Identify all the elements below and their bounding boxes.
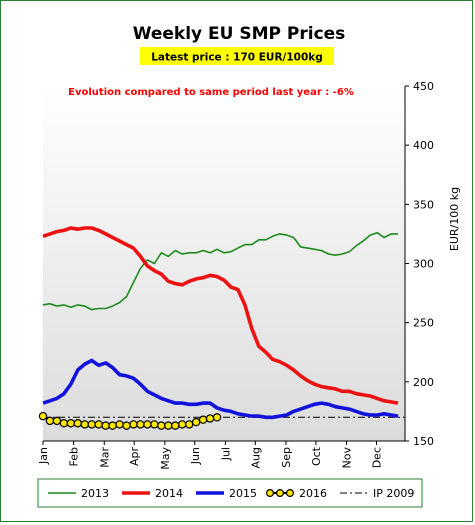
x-tick-label: Mar xyxy=(98,447,111,468)
x-tick-label: Sep xyxy=(280,447,293,468)
legend-label: 2016 xyxy=(299,487,327,500)
series-point-2016 xyxy=(94,420,103,429)
series-point-2016 xyxy=(150,420,159,429)
x-tick-label: Apr xyxy=(128,447,141,467)
y-tick-label: 450 xyxy=(413,80,434,93)
y-tick-label: 400 xyxy=(413,139,434,152)
y-tick-label: 150 xyxy=(413,435,434,448)
legend: 2013 2014 2015 2016 IP 2009 xyxy=(48,487,414,500)
series-point-2016 xyxy=(129,420,138,429)
series-point-2016 xyxy=(136,420,145,429)
legend-marker xyxy=(266,489,275,498)
series-point-2016 xyxy=(45,416,55,426)
series-point-2016 xyxy=(178,420,187,429)
series-point-2016 xyxy=(38,411,48,421)
latest-price-highlight xyxy=(140,47,334,65)
plot-area xyxy=(43,86,405,441)
x-tick-label: Oct xyxy=(310,446,323,466)
x-tick-label: Jul xyxy=(219,447,232,461)
series-point-2016 xyxy=(108,421,117,430)
series-point-2016 xyxy=(191,417,201,427)
series-point-2016 xyxy=(143,420,152,429)
x-tick-label: Jun xyxy=(189,447,202,465)
series-point-2016 xyxy=(66,419,76,428)
series-point-2016 xyxy=(164,421,173,430)
series-point-2016 xyxy=(157,421,166,430)
y-tick-label: 250 xyxy=(413,317,434,330)
series-point-2016 xyxy=(101,421,110,430)
y-tick-label: 300 xyxy=(413,258,434,271)
x-tick-label: Nov xyxy=(341,447,354,469)
series-point-2016 xyxy=(171,421,180,430)
y-tick-label: 200 xyxy=(413,376,434,389)
y-tick-label: 350 xyxy=(413,198,434,211)
x-tick-label: Jan xyxy=(37,447,50,465)
series-point-2016 xyxy=(87,420,96,429)
x-axis: Jan Feb Mar Apr May Jun Jul Aug Sep Oct Nov Dec xyxy=(37,440,405,470)
legend-label: 2013 xyxy=(81,487,109,500)
series-point-2016 xyxy=(73,419,83,428)
series-line-2013 xyxy=(42,231,398,311)
series-point-2016 xyxy=(52,416,62,426)
series-point-2016 xyxy=(205,414,215,423)
legend-marker xyxy=(286,489,295,498)
y-axis: 150 200 250 300 350 400 450 xyxy=(404,80,434,448)
series-point-2016 xyxy=(80,420,89,429)
series-point-2016 xyxy=(184,420,194,429)
series-line-2015 xyxy=(42,358,399,420)
series-point-2016 xyxy=(115,420,124,429)
yoy-annotation: Evolution compared to same period last y… xyxy=(68,87,354,98)
series-line-2014 xyxy=(42,226,399,405)
chart-title: Weekly EU SMP Prices xyxy=(133,24,346,44)
series-point-2016 xyxy=(198,415,208,424)
x-tick-label: Dec xyxy=(370,447,383,468)
series-point-2016 xyxy=(59,419,69,428)
x-tick-label: Feb xyxy=(68,447,81,466)
latest-price-label: Latest price : 170 EUR/100kg xyxy=(151,52,323,64)
legend-marker xyxy=(276,489,285,498)
legend-label: 2015 xyxy=(229,487,257,500)
legend-label: IP 2009 xyxy=(373,487,414,500)
y-axis-label: EUR/100 kg xyxy=(448,187,461,251)
legend-label: 2014 xyxy=(155,487,183,500)
series-point-2016 xyxy=(122,421,131,430)
x-tick-label: May xyxy=(159,447,172,470)
x-tick-label: Aug xyxy=(249,447,262,468)
series-point-2016 xyxy=(212,413,222,422)
series-layer xyxy=(38,226,405,430)
